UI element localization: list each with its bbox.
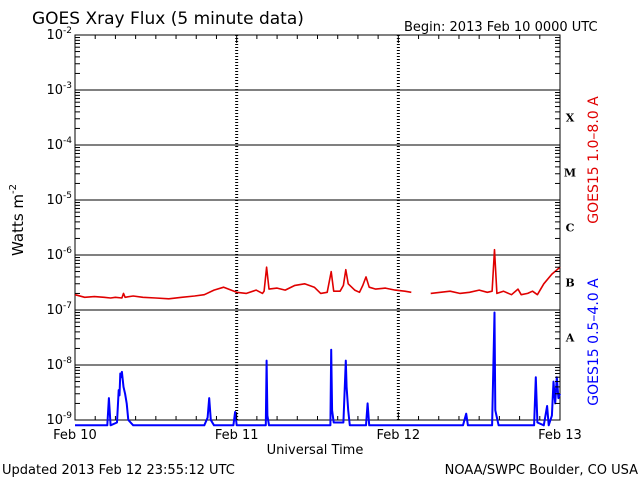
x-axis-label: Universal Time <box>267 443 364 458</box>
series-line-0 <box>74 266 412 300</box>
series-line-0-b <box>430 248 561 296</box>
x-tick-label: Feb 12 <box>376 428 420 443</box>
y-axis-label-text: Watts m <box>9 194 27 256</box>
y-tick-label: 10-6 <box>46 246 72 263</box>
x-tick-label: Feb 13 <box>538 428 582 443</box>
y-tick-label: 10-9 <box>46 411 72 428</box>
y-tick-label: 10-3 <box>46 81 72 98</box>
series-label-red-text: GOES15 1.0–8.0 A <box>586 96 602 224</box>
svg-text:Watts m-2: Watts m-2 <box>8 184 27 256</box>
x-tick-label: Feb 10 <box>53 428 97 443</box>
y-axis-label: Watts m-2 <box>8 184 27 256</box>
y-tick-label: 10-8 <box>46 356 72 373</box>
series-label-blue: GOES15 0.5–4.0 A <box>586 278 602 406</box>
flare-class-label: M <box>564 167 576 180</box>
flare-class-label: X <box>566 112 575 125</box>
plot-frame <box>74 34 561 421</box>
y-axis-label-sup: -2 <box>8 184 19 194</box>
begin-label: Begin: 2013 Feb 10 0000 UTC <box>404 20 598 35</box>
y-tick-label: 10-2 <box>46 26 72 43</box>
series-label-red: GOES15 1.0–8.0 A <box>586 96 602 224</box>
y-tick-label: 10-5 <box>46 191 72 208</box>
flare-class-label: C <box>566 222 575 235</box>
series-label-blue-text: GOES15 0.5–4.0 A <box>586 278 602 406</box>
y-tick-label: 10-7 <box>46 301 72 318</box>
footer-updated: Updated 2013 Feb 12 23:55:12 UTC <box>2 463 235 478</box>
flare-class-label: A <box>565 332 575 345</box>
chart-title: GOES Xray Flux (5 minute data) <box>32 9 304 29</box>
flare-class-label: B <box>565 277 574 290</box>
x-tick-label: Feb 11 <box>215 428 259 443</box>
series-line-1 <box>75 311 561 427</box>
footer-credit: NOAA/SWPC Boulder, CO USA <box>445 463 638 478</box>
y-tick-label: 10-4 <box>46 136 72 153</box>
